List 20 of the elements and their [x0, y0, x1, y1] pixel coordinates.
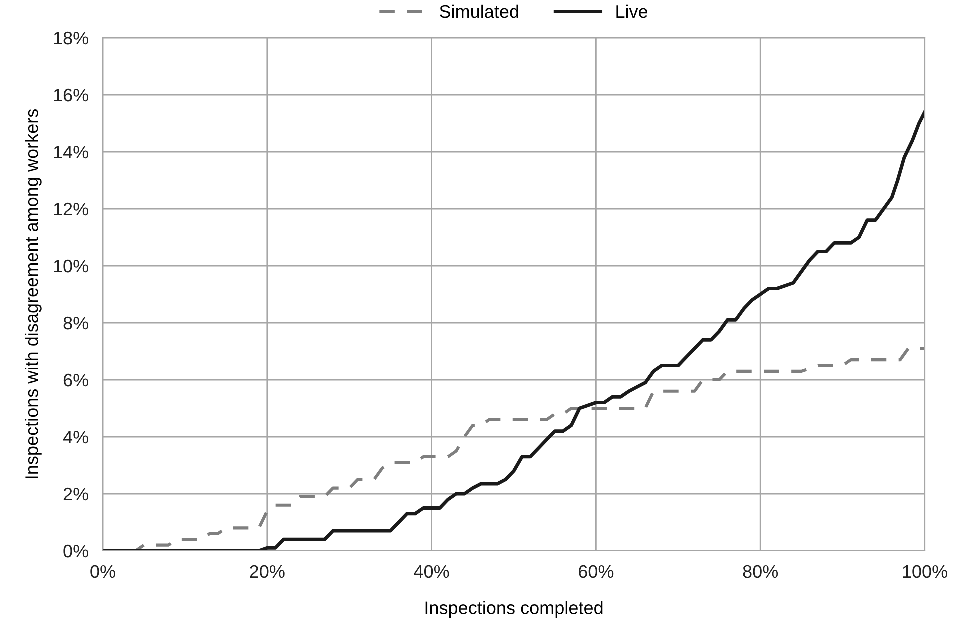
- y-tick-label: 16%: [54, 88, 88, 102]
- y-axis-title: Inspections with disagreement among workers: [25, 109, 42, 478]
- y-tick-label: 0%: [64, 544, 88, 558]
- x-tick-label: 0%: [90, 565, 116, 578]
- x-axis-title: Inspections completed: [426, 601, 603, 618]
- y-tick-label: 4%: [63, 431, 88, 444]
- x-tick-label: 100%: [903, 565, 948, 578]
- x-tick-label: 20%: [250, 565, 285, 578]
- legend-label: Simulated: [440, 4, 518, 18]
- y-tick-label: 10%: [54, 260, 88, 273]
- x-tick-label: 80%: [743, 565, 778, 578]
- y-tick-label: 12%: [54, 202, 88, 216]
- y-tick-label: 2%: [64, 488, 88, 501]
- x-tick-label: 60%: [579, 565, 614, 578]
- legend-label: Live: [616, 4, 648, 18]
- y-tick-label: 18%: [54, 32, 88, 45]
- x-tick-label: 40%: [414, 565, 450, 578]
- y-tick-label: 6%: [64, 374, 88, 387]
- y-tick-label: 14%: [54, 146, 88, 159]
- y-tick-label: 8%: [64, 316, 88, 330]
